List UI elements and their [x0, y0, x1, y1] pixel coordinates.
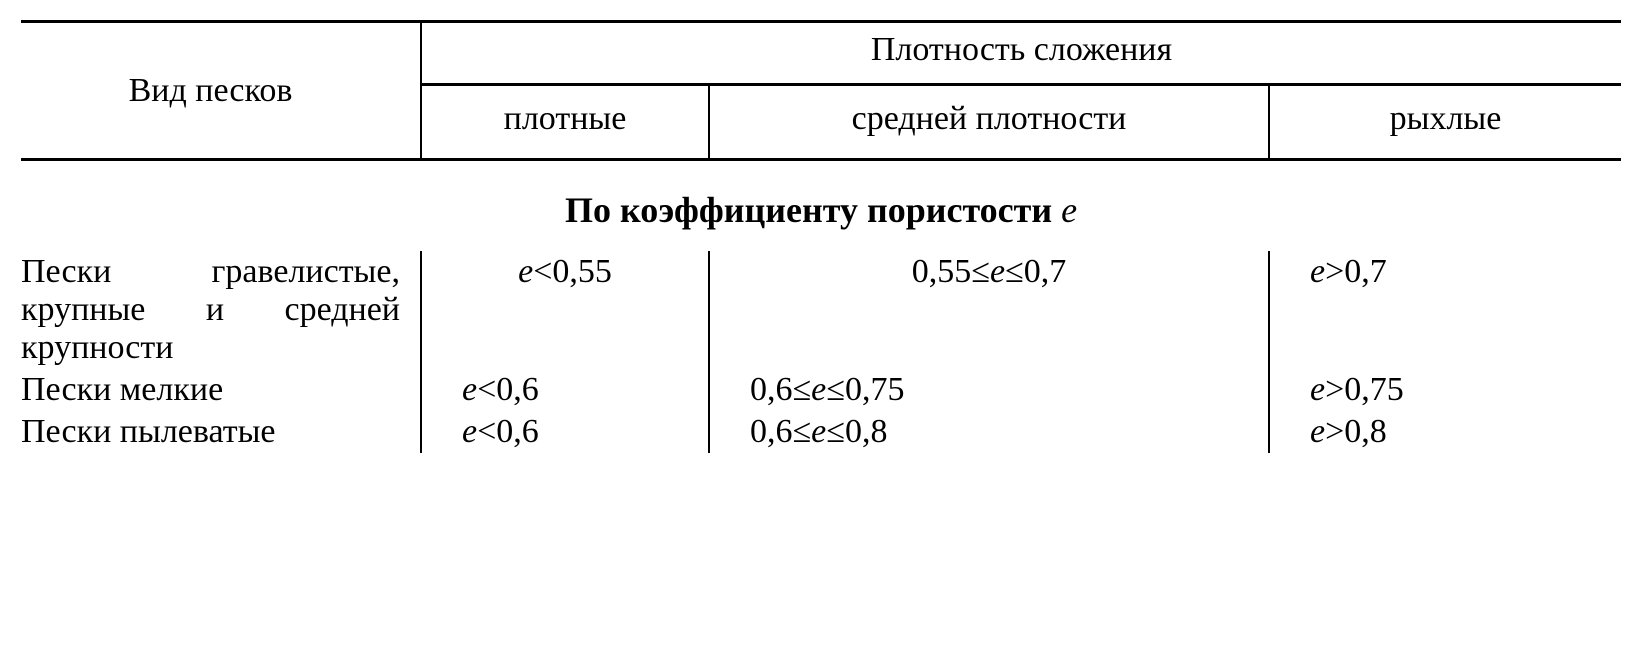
table-row: Пески гравелистые, крупные и средней кру… — [21, 251, 1621, 369]
section-title: По коэффициенту пористости e — [21, 160, 1621, 252]
row-medium: 0,6≤e≤0,8 — [709, 411, 1269, 453]
row-dense: e<0,6 — [421, 369, 709, 411]
row-medium: 0,6≤e≤0,75 — [709, 369, 1269, 411]
row-name: Пески гравелистые, крупные и средней кру… — [21, 251, 421, 369]
row-name: Пески мелкие — [21, 369, 421, 411]
row-name: Пески пылеватые — [21, 411, 421, 453]
header-medium: средней плотности — [709, 85, 1269, 160]
header-loose: рыхлые — [1269, 85, 1621, 160]
row-dense: e<0,6 — [421, 411, 709, 453]
table-row: Пески мелкие e<0,6 0,6≤e≤0,75 e>0,75 — [21, 369, 1621, 411]
section-title-variable: e — [1061, 190, 1077, 230]
row-loose: e>0,75 — [1269, 369, 1621, 411]
row-loose: e>0,8 — [1269, 411, 1621, 453]
row-loose: e>0,7 — [1269, 251, 1621, 369]
row-dense: e<0,55 — [421, 251, 709, 369]
table-row: Пески пылеватые e<0,6 0,6≤e≤0,8 e>0,8 — [21, 411, 1621, 453]
row-medium: 0,55≤e≤0,7 — [709, 251, 1269, 369]
section-title-row: По коэффициенту пористости e — [21, 160, 1621, 252]
header-density-span: Плотность сложения — [421, 22, 1621, 85]
table-header-row-1: Вид песков Плотность сложения — [21, 22, 1621, 85]
section-title-prefix: По коэффициенту пористости — [565, 190, 1061, 230]
header-kind: Вид песков — [21, 22, 421, 160]
sand-density-table: Вид песков Плотность сложения плотные ср… — [21, 20, 1621, 453]
header-dense: плотные — [421, 85, 709, 160]
table: Вид песков Плотность сложения плотные ср… — [21, 20, 1621, 453]
